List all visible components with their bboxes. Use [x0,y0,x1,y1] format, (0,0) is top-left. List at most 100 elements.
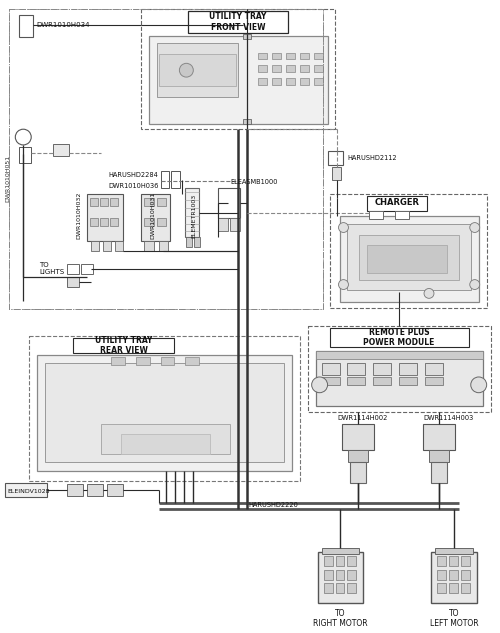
Bar [156,198,166,206]
Bar [140,9,334,129]
Text: ELEMETR1003: ELEMETR1003 [192,194,197,238]
Bar [272,78,281,85]
Text: DWR1010H036: DWR1010H036 [109,183,159,189]
Bar [314,53,322,60]
Bar [431,461,447,483]
Bar [286,78,295,85]
Bar [425,363,443,375]
Bar [144,198,154,206]
Bar [350,461,366,483]
Circle shape [470,280,480,289]
Bar [37,355,292,472]
Bar [437,570,446,580]
Bar [336,584,344,593]
Text: REMOTE PLUS
POWER MODULE: REMOTE PLUS POWER MODULE [364,328,435,348]
Bar [348,570,356,580]
Bar [243,120,251,124]
Bar [10,9,322,309]
Bar [300,78,308,85]
Circle shape [180,63,194,77]
Text: HARUSHD2284: HARUSHD2284 [109,172,158,179]
Circle shape [338,280,348,289]
Bar [186,188,200,237]
Bar [286,53,295,60]
Text: DWR1010H051: DWR1010H051 [6,155,11,202]
Bar [395,211,409,218]
Bar [348,556,356,566]
Bar [330,328,469,348]
Circle shape [16,129,31,145]
Bar [324,570,332,580]
Circle shape [471,377,486,392]
Bar [368,196,427,211]
Text: DWR1010H032: DWR1010H032 [76,192,82,239]
Bar [431,552,476,603]
Bar [308,326,490,412]
Bar [314,65,322,72]
Bar [449,584,458,593]
Bar [230,218,240,232]
Bar [136,357,149,365]
Text: DWR1114H003: DWR1114H003 [423,415,474,422]
Bar [300,65,308,72]
Bar [160,170,170,188]
Bar [449,570,458,580]
Bar [100,198,108,206]
Bar [272,65,281,72]
Bar [243,34,251,39]
Bar [348,584,356,593]
Bar [194,237,200,248]
Bar [272,53,281,60]
Bar [348,363,366,375]
Text: ELEASMB1000: ELEASMB1000 [230,179,278,185]
Bar [336,556,344,566]
Bar [314,78,322,85]
Bar [186,357,200,365]
Text: UTILITY TRAY
FRONT VIEW: UTILITY TRAY FRONT VIEW [210,12,267,32]
Bar [316,351,482,406]
Bar [368,245,447,273]
Bar [218,188,240,218]
Bar [399,363,417,375]
Bar [348,223,471,291]
Bar [300,53,308,60]
Bar [342,424,374,449]
Bar [81,264,93,273]
Bar [336,570,344,580]
Bar [437,584,446,593]
Bar [374,377,391,385]
Circle shape [338,223,348,232]
Text: CHARGER: CHARGER [374,199,420,208]
Bar [90,198,98,206]
Bar [156,218,166,225]
Bar [374,363,391,375]
Text: HARUSHD2220: HARUSHD2220 [248,502,298,508]
Bar [360,235,459,280]
Bar [20,147,31,163]
Bar [148,36,328,124]
Bar [91,241,99,251]
Bar [107,484,122,496]
Text: TO
RIGHT MOTOR: TO RIGHT MOTOR [313,609,368,629]
Bar [286,65,295,72]
Bar [449,556,458,566]
Bar [90,218,98,225]
Bar [100,218,108,225]
Bar [348,377,366,385]
Bar [87,484,103,496]
Text: DWR1114H002: DWR1114H002 [338,415,388,422]
Bar [328,151,344,165]
Text: ELEINDV1028: ELEINDV1028 [8,489,50,494]
Bar [322,548,360,554]
Bar [423,424,455,449]
Bar [186,237,192,248]
Bar [324,584,332,593]
Bar [322,377,340,385]
Text: TO
LIGHTS: TO LIGHTS [39,262,64,275]
Bar [461,584,470,593]
Bar [258,65,267,72]
Bar [324,556,332,566]
Bar [429,449,449,461]
Bar [67,277,79,287]
Bar [370,211,384,218]
